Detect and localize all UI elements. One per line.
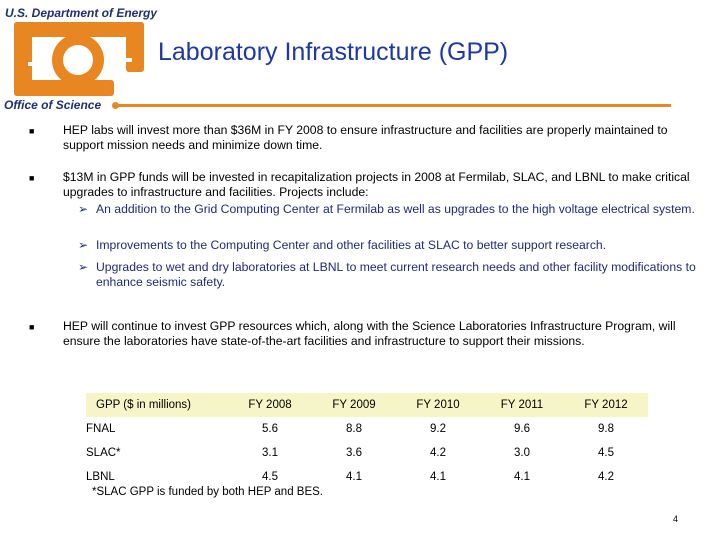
table-cell: LBNL [86, 471, 115, 483]
bullet-marker: ■ [29, 322, 35, 332]
bullet-text: HEP labs will invest more than $36M in F… [63, 123, 668, 152]
bullet-marker: ■ [29, 126, 35, 136]
bullet-marker: ■ [29, 173, 35, 183]
page-number: 4 [673, 514, 679, 524]
table-cell: 3.6 [346, 447, 362, 459]
table-header-cell: FY 2011 [480, 393, 564, 417]
gpp-table: GPP ($ in millions) FY 2008 FY 2009 FY 2… [86, 393, 648, 489]
arrow-icon: ➢ [78, 202, 89, 216]
doe-logo-icon [14, 22, 144, 96]
bullet-text: $13M in GPP funds will be invested in re… [63, 170, 690, 199]
table-header-cell: FY 2012 [564, 393, 648, 417]
table-header-cell: GPP ($ in millions) [86, 393, 228, 417]
table-cell: 9.2 [430, 423, 446, 435]
table-row: FNAL 5.6 8.8 9.2 9.6 9.8 [86, 417, 648, 441]
table-cell: 4.1 [514, 471, 530, 483]
table-cell: 5.6 [262, 423, 278, 435]
office-name: Office of Science [4, 98, 102, 112]
table-cell: 9.8 [598, 423, 614, 435]
table-cell: 3.0 [514, 447, 530, 459]
table-cell: 4.5 [598, 447, 614, 459]
bullet-text: HEP will continue to invest GPP resource… [63, 319, 676, 348]
header-rule [118, 104, 671, 107]
sub-bullet: ➢ An addition to the Grid Computing Cent… [78, 202, 708, 217]
table-cell: 4.1 [346, 471, 362, 483]
header-rule-dot [112, 102, 119, 109]
table-cell: 4.1 [430, 471, 446, 483]
sub-bullet-text: An addition to the Grid Computing Center… [96, 202, 695, 216]
slide-title: Laboratory Infrastructure (GPP) [158, 38, 509, 66]
table-cell: 9.6 [514, 423, 530, 435]
table-header-row: GPP ($ in millions) FY 2008 FY 2009 FY 2… [86, 393, 648, 417]
sub-bullet: ➢ Upgrades to wet and dry laboratories a… [78, 260, 708, 290]
table-header-cell: FY 2008 [228, 393, 312, 417]
sub-bullet-text: Upgrades to wet and dry laboratories at … [96, 260, 696, 289]
table-cell: 3.1 [262, 447, 278, 459]
arrow-icon: ➢ [78, 260, 89, 274]
table-row: LBNL 4.5 4.1 4.1 4.1 4.2 [86, 465, 648, 489]
sub-bullet-text: Improvements to the Computing Center and… [96, 238, 607, 252]
agency-name: U.S. Department of Energy [5, 6, 158, 20]
table-cell: FNAL [86, 423, 116, 435]
table-cell: 8.8 [346, 423, 362, 435]
table-footnote: *SLAC GPP is funded by both HEP and BES. [92, 486, 323, 498]
sub-bullet: ➢ Improvements to the Computing Center a… [78, 238, 708, 253]
table-cell: SLAC* [86, 447, 121, 459]
table-cell: 4.2 [598, 471, 614, 483]
table-header-cell: FY 2010 [396, 393, 480, 417]
table-cell: 4.5 [262, 471, 278, 483]
table-cell: 4.2 [430, 447, 446, 459]
arrow-icon: ➢ [78, 238, 89, 252]
table-header-cell: FY 2009 [312, 393, 396, 417]
table-row: SLAC* 3.1 3.6 4.2 3.0 4.5 [86, 441, 648, 465]
